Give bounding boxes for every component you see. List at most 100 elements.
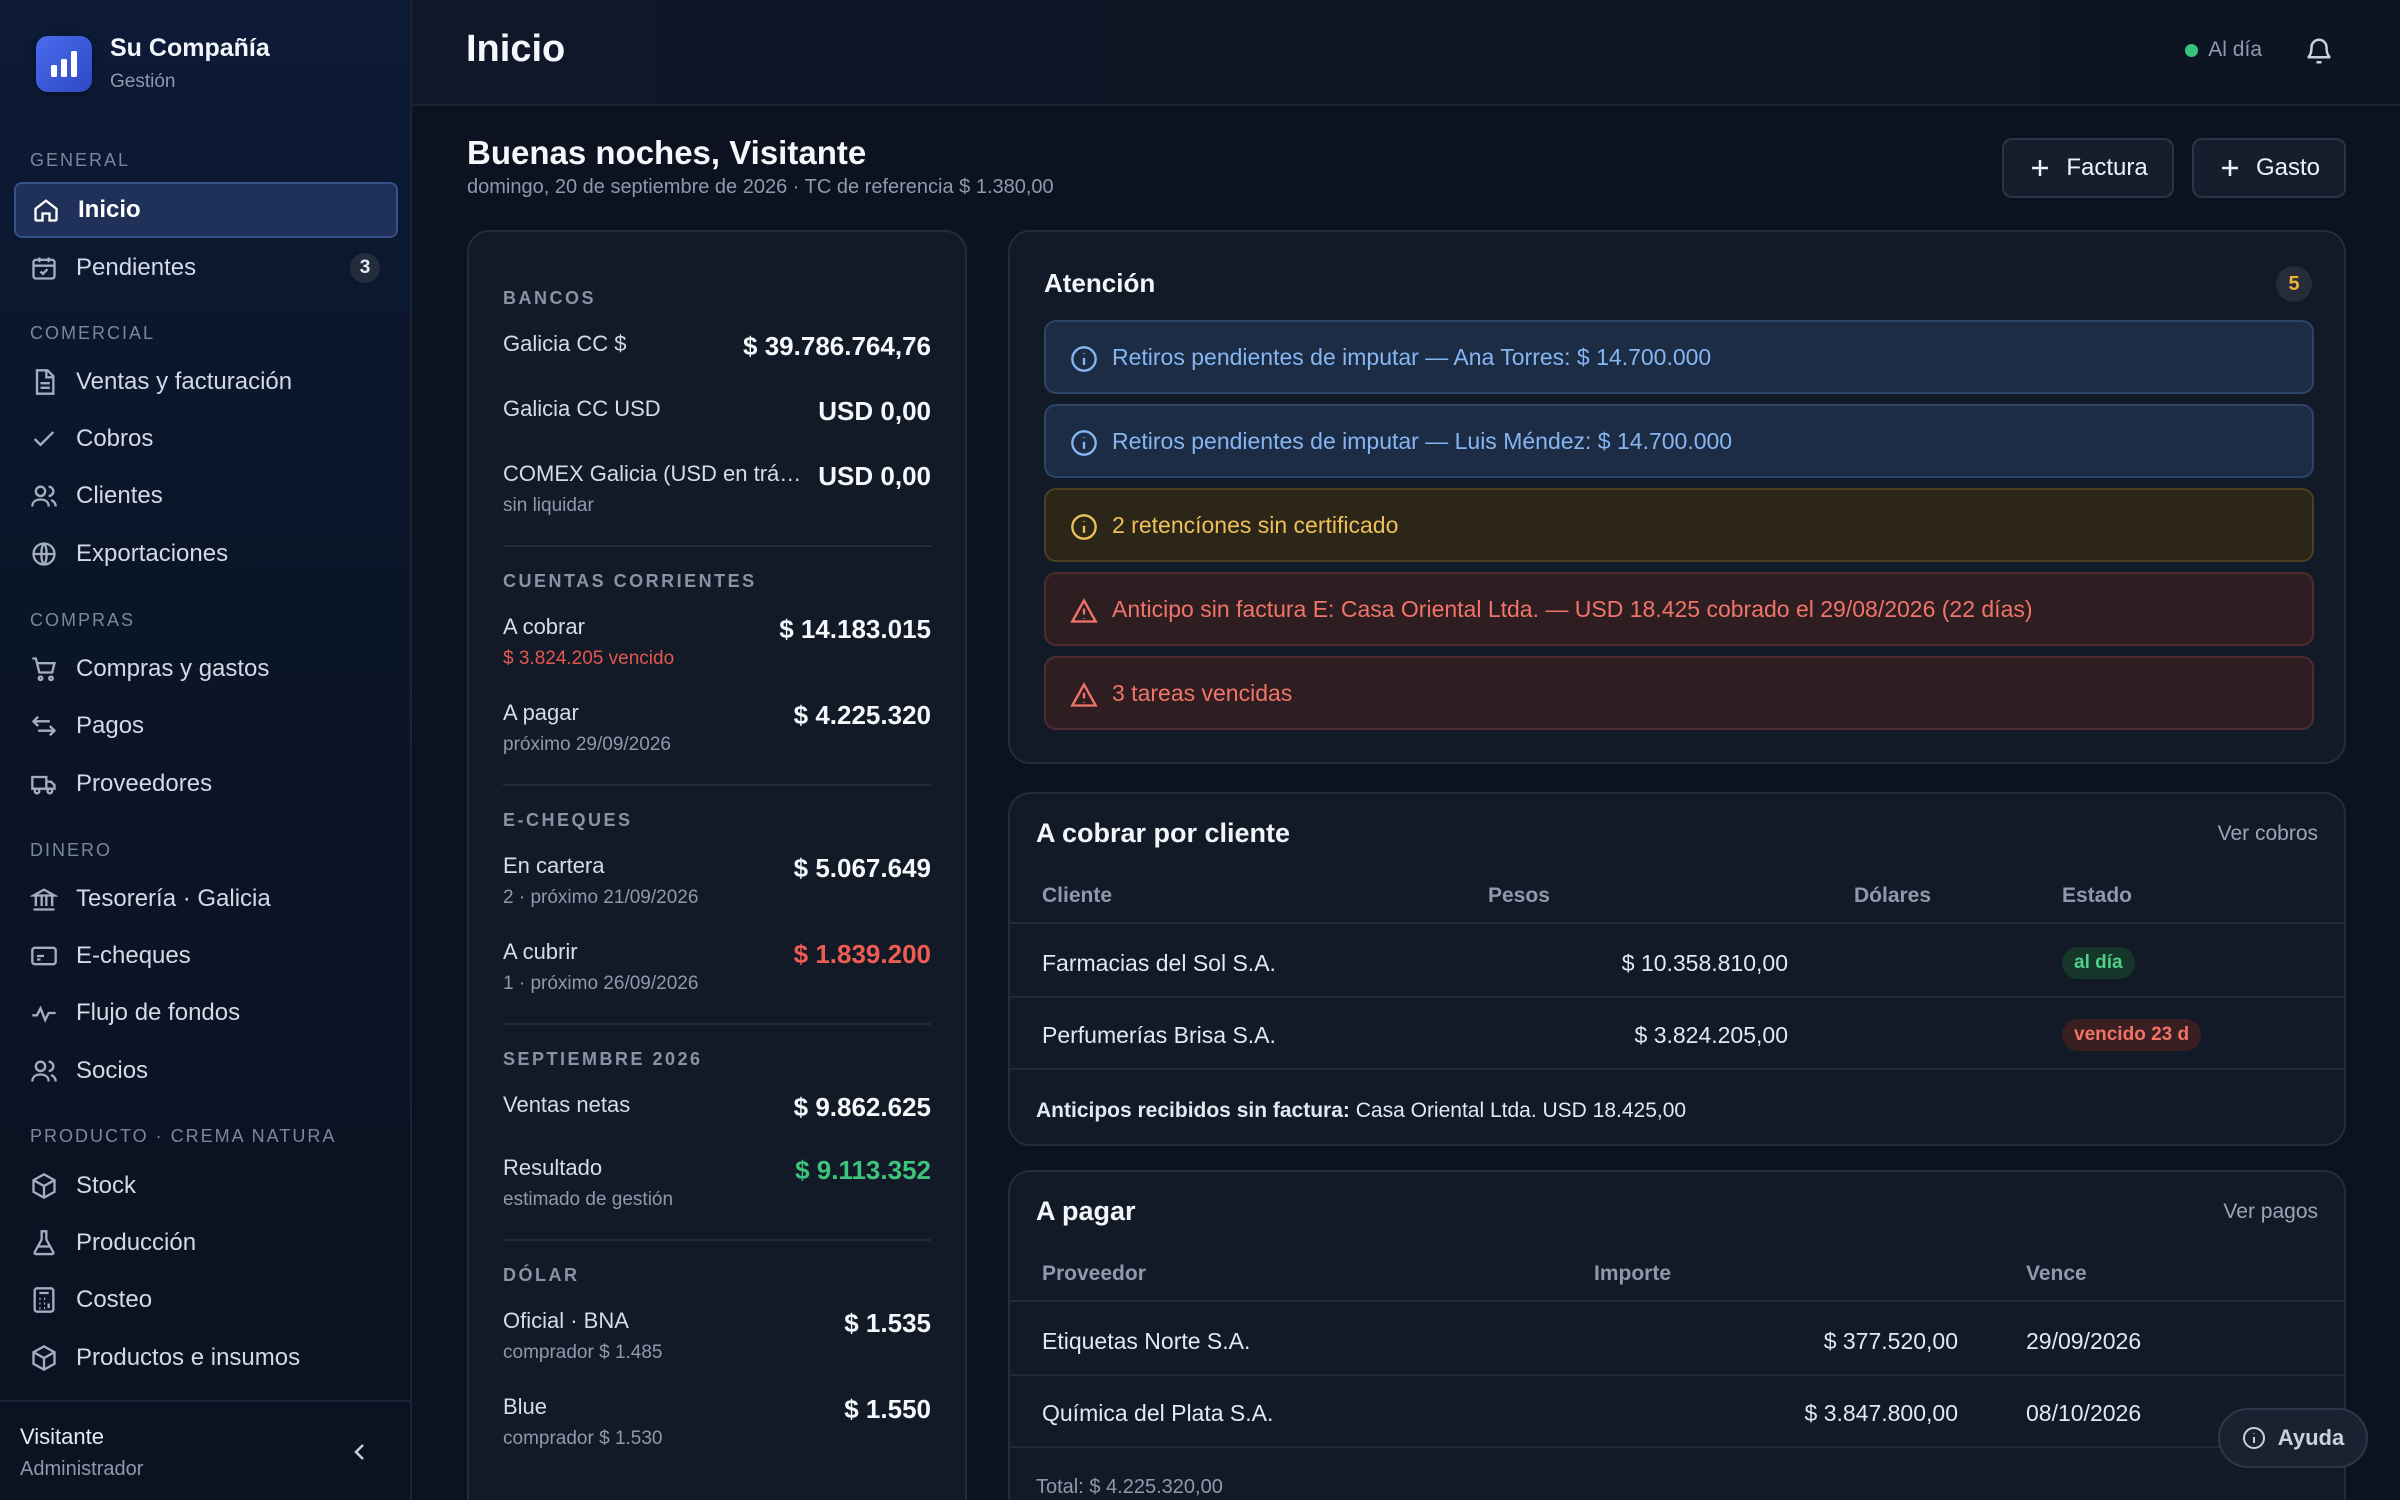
plus-icon: [2032, 160, 2049, 176]
table-row[interactable]: Perfumerías Brisa S.A. $ 3.824.205,00 ve…: [1010, 998, 2344, 1070]
help-button[interactable]: Ayuda: [2218, 1408, 2368, 1468]
summary-card: BANCOS Galicia CC $ $ 39.786.764,76 Gali…: [467, 230, 967, 1500]
calculator-icon: [33, 1287, 55, 1313]
row-sublabel: 2 · próximo 21/09/2026: [503, 887, 699, 908]
new-factura-button[interactable]: Factura: [2002, 138, 2174, 198]
sidebar-item-pagos[interactable]: Pagos: [14, 698, 398, 754]
sidebar-item-flujo[interactable]: Flujo de fondos: [14, 985, 398, 1041]
cell-importe: $ 3.847.800,00: [1804, 1400, 1958, 1426]
bell-icon[interactable]: [2304, 36, 2334, 66]
cell-cliente: Farmacias del Sol S.A.: [1042, 950, 1276, 976]
status-dot-icon: [2185, 43, 2199, 57]
col-proveedor: Proveedor: [1042, 1262, 1146, 1285]
divider: [503, 1239, 931, 1241]
arrows-exchange-icon: [31, 715, 57, 737]
alert-item[interactable]: Retiros pendientes de imputar — Ana Torr…: [1044, 320, 2314, 394]
row-label: Oficial · BNA: [503, 1308, 629, 1333]
alert-item[interactable]: Anticipo sin factura E: Casa Oriental Lt…: [1044, 572, 2314, 646]
sidebar-item-ventas[interactable]: Ventas y facturación: [14, 354, 398, 410]
summary-row: A cobrar $ 3.824.205 vencido $ 14.183.015: [503, 614, 931, 670]
sidebar-item-proveedores[interactable]: Proveedores: [14, 756, 398, 812]
sidebar-item-label: Producción: [76, 1229, 197, 1256]
summary-row: Oficial · BNA comprador $ 1.485 $ 1.535: [503, 1308, 931, 1364]
sidebar-item-stock[interactable]: Stock: [14, 1158, 398, 1214]
section-mes-title: SEPTIEMBRE 2026: [503, 1049, 703, 1069]
table-row[interactable]: Química del Plata S.A. $ 3.847.800,00 08…: [1010, 1376, 2344, 1448]
sidebar-item-compras-gastos[interactable]: Compras y gastos: [14, 641, 398, 697]
sidebar-item-inicio[interactable]: Inicio: [14, 182, 398, 238]
home-icon: [34, 199, 58, 222]
user-name: Visitante: [20, 1424, 104, 1449]
table-row[interactable]: Etiquetas Norte S.A. $ 377.520,00 29/09/…: [1010, 1304, 2344, 1376]
alert-item[interactable]: 3 tareas vencidas: [1044, 656, 2314, 730]
brand-name: Su Compañía: [110, 34, 270, 62]
summary-row: COMEX Galicia (USD en trá… sin liquidar U…: [503, 461, 931, 517]
sidebar-item-label: Clientes: [76, 482, 163, 509]
cell-pesos: $ 3.824.205,00: [1634, 1022, 1788, 1048]
ver-pagos-link[interactable]: Ver pagos: [2223, 1200, 2318, 1223]
col-dolares: Dólares: [1854, 884, 1932, 907]
alert-text: Retiros pendientes de imputar — Ana Torr…: [1112, 343, 1712, 370]
summary-row: Blue comprador $ 1.530 $ 1.550: [503, 1394, 931, 1450]
col-pesos: Pesos: [1488, 884, 1550, 907]
sidebar-item-productos[interactable]: Productos e insumos: [14, 1330, 398, 1386]
row-label: COMEX Galicia (USD en trá…: [503, 461, 802, 486]
table-header: Cliente Pesos Dólares Estado: [1010, 864, 2344, 924]
attention-title: Atención: [1044, 268, 1156, 298]
check-icon: [33, 431, 55, 447]
globe-icon: [32, 542, 56, 566]
ver-cobros-link[interactable]: Ver cobros: [2217, 822, 2318, 845]
row-value: $ 9.862.625: [793, 1092, 931, 1122]
row-value: $ 1.535: [844, 1308, 931, 1338]
section-bancos-title: BANCOS: [503, 288, 597, 308]
divider: [503, 545, 931, 547]
sidebar-item-tesoreria[interactable]: Tesorería · Galicia: [14, 871, 398, 927]
calendar-check-icon: [32, 257, 56, 280]
sidebar-item-clientes[interactable]: Clientes: [14, 468, 398, 524]
sidebar-item-echeques[interactable]: E-cheques: [14, 928, 398, 984]
receivables-title: A cobrar por cliente: [1036, 818, 1291, 848]
payables-title: A pagar: [1036, 1196, 1136, 1226]
col-cliente: Cliente: [1042, 884, 1113, 907]
nav-section-general: GENERAL: [30, 150, 131, 170]
sidebar-item-cobros[interactable]: Cobros: [14, 411, 398, 467]
new-gasto-label: Gasto: [2255, 154, 2321, 181]
sidebar-item-label: Costeo: [76, 1286, 153, 1313]
table-row[interactable]: Farmacias del Sol S.A. $ 10.358.810,00 a…: [1010, 926, 2344, 998]
warning-triangle-icon: [1070, 682, 1098, 707]
row-sublabel: comprador $ 1.530: [503, 1428, 663, 1449]
col-vence: Vence: [2026, 1262, 2087, 1285]
sidebar-item-costeo[interactable]: Costeo: [14, 1272, 398, 1328]
section-echeques-title: E-CHEQUES: [503, 810, 633, 830]
status-badge: al día: [2062, 947, 2135, 979]
sidebar-item-label: Ventas y facturación: [76, 368, 293, 395]
sidebar-item-exportaciones[interactable]: Exportaciones: [14, 526, 398, 582]
sidebar-item-socios[interactable]: Socios: [14, 1043, 398, 1099]
alert-item[interactable]: 2 retencíones sin certificado: [1044, 488, 2314, 562]
cell-vence: 08/10/2026: [2026, 1400, 2142, 1426]
sidebar-item-label: Productos e insumos: [76, 1344, 301, 1371]
user-role: Administrador: [20, 1458, 144, 1480]
nav-section-dinero: DINERO: [30, 840, 113, 860]
nav-section-producto: PRODUCTO · CREMA NATURA: [30, 1126, 337, 1146]
row-label: A cobrar: [503, 614, 585, 639]
row-value: $ 14.183.015: [779, 614, 931, 644]
brand[interactable]: Su Compañía Gestión: [36, 34, 270, 93]
chevron-left-icon[interactable]: [348, 1440, 372, 1464]
anticipos-value: Casa Oriental Ltda. USD 18.425,00: [1355, 1099, 1687, 1122]
page-title: Inicio: [466, 28, 566, 70]
sidebar-item-produccion[interactable]: Producción: [14, 1215, 398, 1271]
sidebar-item-label: E-cheques: [76, 942, 191, 969]
row-value: $ 4.225.320: [793, 700, 931, 730]
sidebar-item-pendientes[interactable]: Pendientes 3: [14, 240, 398, 296]
row-sublabel: $ 3.824.205 vencido: [503, 648, 675, 669]
sidebar-item-label: Pagos: [76, 712, 145, 739]
section-cuentas-title: CUENTAS CORRIENTES: [503, 571, 757, 591]
new-gasto-button[interactable]: Gasto: [2192, 138, 2346, 198]
alert-text: Anticipo sin factura E: Casa Oriental Lt…: [1112, 595, 2033, 622]
info-icon: [1071, 514, 1097, 540]
sidebar-item-label: Socios: [76, 1057, 149, 1084]
alert-item[interactable]: Retiros pendientes de imputar — Luis Mén…: [1044, 404, 2314, 478]
flask-icon: [33, 1230, 55, 1256]
receivables-card: A cobrar por cliente Ver cobros Cliente …: [1008, 792, 2346, 1146]
